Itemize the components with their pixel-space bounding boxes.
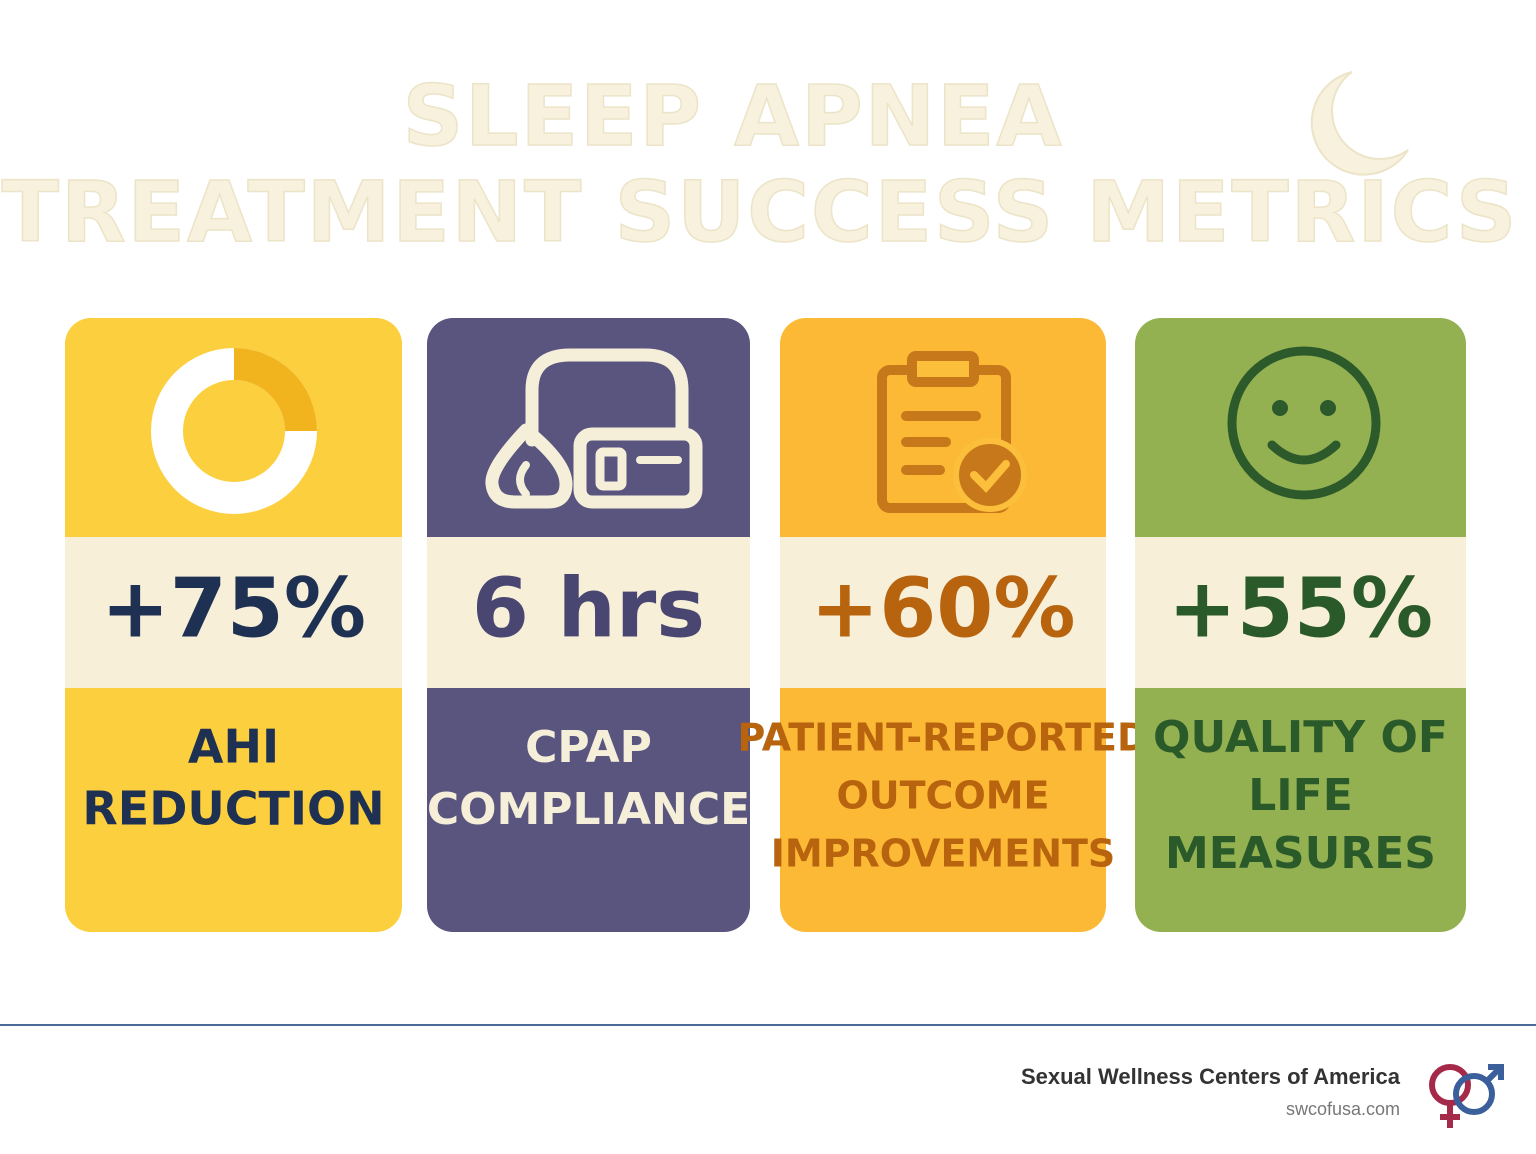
card-value: +60%: [811, 561, 1076, 656]
value-band: [1135, 537, 1466, 688]
card-label: QUALITY OF: [1153, 712, 1448, 763]
smiley-icon: [1227, 346, 1381, 500]
card-label: MEASURES: [1165, 828, 1436, 879]
card-label: REDUCTION: [82, 782, 384, 836]
logo: [1429, 1064, 1504, 1128]
cards: +75% AHI REDUCTION 6 hrs CPAP COMPLIANCE +60% P…: [65, 318, 1466, 932]
title-line: SLEEP APNEA: [403, 67, 1064, 165]
card-label: PATIENT-REPORTED: [737, 716, 1148, 760]
brand: Sexual Wellness Centers of America: [1021, 1064, 1401, 1089]
value-band: [65, 537, 402, 688]
card-label: AHI: [188, 720, 279, 774]
card-value: +75%: [101, 561, 366, 656]
donut-icon: [151, 348, 317, 514]
title-line: TREATMENT SUCCESS METRICS: [2, 163, 1519, 261]
card-label: OUTCOME: [836, 774, 1049, 818]
card-value: 6 hrs: [472, 561, 705, 656]
value-band: [780, 537, 1106, 688]
cpap-icon: [485, 348, 703, 509]
card-label: CPAP: [525, 722, 652, 773]
card-label: LIFE: [1248, 770, 1353, 821]
clipboard-icon: [877, 351, 1027, 513]
url: swcofusa.com: [1286, 1099, 1400, 1119]
card-label: IMPROVEMENTS: [771, 832, 1116, 876]
card-label: COMPLIANCE: [427, 784, 750, 835]
card-value: +55%: [1168, 561, 1433, 656]
value-band: [427, 537, 750, 688]
moon-icon: [1310, 71, 1409, 176]
